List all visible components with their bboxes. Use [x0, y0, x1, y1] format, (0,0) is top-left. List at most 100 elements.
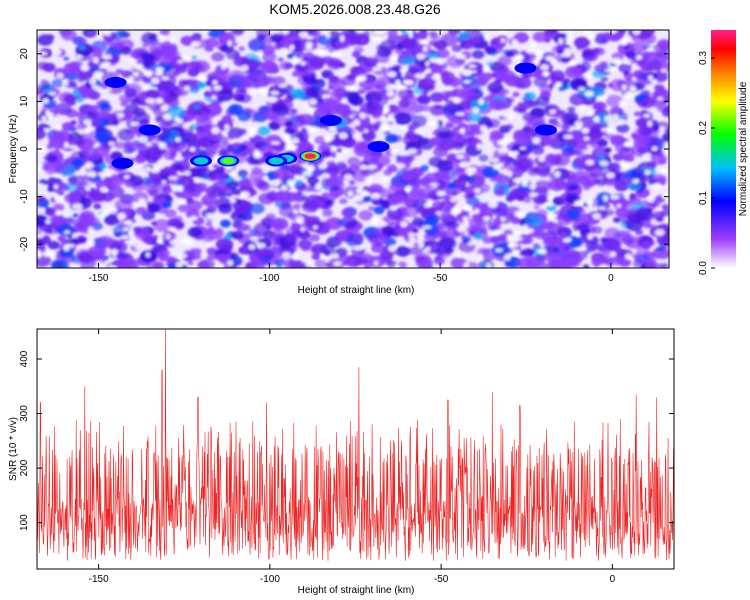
spectrogram-gap	[163, 113, 172, 121]
spectrogram-cell	[335, 38, 351, 50]
spectrogram-gap	[333, 261, 342, 266]
spectrogram-cell	[95, 130, 112, 143]
spectrogram-cell	[59, 247, 74, 259]
spectrogram-gap	[450, 197, 457, 203]
y-tick-label: -20	[19, 237, 30, 252]
spectrogram-cell	[57, 191, 64, 196]
x-tick-label: -100	[259, 273, 279, 284]
spectrogram-cell	[117, 30, 127, 36]
spectrogram-cell	[397, 197, 408, 205]
spectrogram-cell	[653, 90, 669, 104]
spectrogram-gap	[257, 50, 264, 56]
spectrogram-cell	[543, 236, 557, 247]
spectrogram-cell	[236, 111, 251, 122]
spectrogram-gap	[357, 75, 367, 82]
spectrogram-gap	[138, 135, 149, 143]
spectrogram-cell	[111, 40, 124, 49]
spectrogram-gap	[315, 183, 321, 190]
spectrogram-cell	[404, 68, 423, 82]
spectrogram-cell	[580, 213, 592, 222]
spectrogram-gap	[650, 219, 656, 225]
spectrogram-gap	[108, 206, 113, 214]
spectrogram-cell	[104, 214, 119, 226]
peak-ring	[535, 124, 557, 136]
spectrogram-gap	[364, 177, 372, 183]
spectrogram-gap	[101, 61, 111, 67]
spectrogram-cell	[339, 198, 348, 205]
spectrogram-cell	[563, 245, 570, 251]
spectrogram-cell	[234, 199, 242, 205]
spectrogram-cell	[361, 130, 376, 141]
spectrogram-cell	[190, 85, 199, 91]
spectrogram-cell	[325, 262, 334, 268]
spectrogram-cell	[219, 37, 229, 45]
spectrogram-cell	[536, 198, 546, 205]
spectrogram-gap	[604, 68, 615, 73]
spectrogram-cell	[460, 180, 467, 185]
spectrogram-cell	[70, 120, 77, 125]
spectrogram-gap	[611, 58, 622, 65]
spectrogram-cell	[661, 204, 669, 210]
spectrogram-gap	[80, 64, 90, 72]
spectrogram-gap	[256, 243, 266, 248]
spectrogram-gap	[504, 113, 514, 120]
spectrogram-gap	[45, 219, 51, 224]
spectrogram-cell	[335, 161, 347, 170]
spectrogram-cell	[544, 30, 560, 40]
spectrogram-cell	[132, 226, 143, 234]
spectrogram-gap	[535, 59, 540, 66]
spectrogram-cell	[317, 35, 333, 46]
spectrogram-cell	[60, 30, 77, 41]
spectrogram-gap	[213, 225, 218, 230]
spectrogram-cell	[252, 134, 263, 142]
spectrogram-gap	[509, 243, 519, 248]
chart-title: KOM5.2026.008.23.48.G26	[269, 1, 440, 17]
spectrogram-gap	[654, 229, 665, 236]
spectrogram-gap	[211, 127, 220, 134]
spectrogram-cell	[305, 88, 318, 98]
spectrogram-cell	[136, 148, 147, 156]
spectrogram-cell	[256, 34, 266, 41]
spectrogram-cell	[217, 191, 227, 198]
spectrogram-gap	[301, 191, 310, 195]
y-tick-label: 10	[19, 95, 30, 107]
spectrogram-gap	[171, 185, 182, 191]
spectrogram-cell	[88, 244, 107, 258]
spectrogram-gap	[46, 112, 54, 119]
spectrogram-cell	[73, 86, 80, 91]
spectrogram-gap	[167, 227, 176, 231]
peak-ring	[111, 157, 134, 169]
y-tick-label: 400	[19, 350, 30, 367]
spectrogram-gap	[213, 85, 222, 91]
spectrogram-cell	[70, 126, 77, 132]
spectrogram-gap	[561, 52, 571, 58]
spectrogram-cell	[154, 115, 163, 121]
spectrogram-cell	[418, 261, 433, 268]
y-tick-label: 300	[19, 405, 30, 422]
spectrogram-cell	[407, 62, 418, 70]
spectrogram-cell	[321, 192, 330, 199]
spectrogram-cell	[37, 215, 47, 225]
spectrogram-gap	[353, 195, 363, 202]
spectrogram-cell	[400, 37, 417, 50]
spectrogram-gap	[509, 151, 514, 156]
spectrogram-cell	[330, 153, 337, 158]
spectrogram-cell	[153, 198, 160, 204]
spectrogram-cell	[642, 90, 649, 95]
spectrogram-cell	[518, 196, 526, 202]
spectrogram-cell	[362, 195, 372, 203]
spectrogram-gap	[322, 173, 331, 178]
spectrogram-gap	[331, 51, 342, 57]
spectrogram-cell	[89, 105, 99, 113]
spectrogram-gap	[355, 30, 365, 34]
spectrogram-gap	[305, 261, 313, 268]
colorbar-tick-label: 0.1	[698, 191, 709, 205]
spectrogram-cell	[212, 164, 219, 169]
spectrogram-gap	[42, 98, 50, 104]
spectrogram-cell	[197, 39, 210, 48]
spectrogram-cell	[46, 154, 58, 163]
spectrogram-cell	[541, 90, 551, 98]
spectrogram-gap	[504, 253, 511, 261]
spectrogram-gap	[305, 41, 313, 46]
spectrogram-gap	[502, 137, 512, 144]
